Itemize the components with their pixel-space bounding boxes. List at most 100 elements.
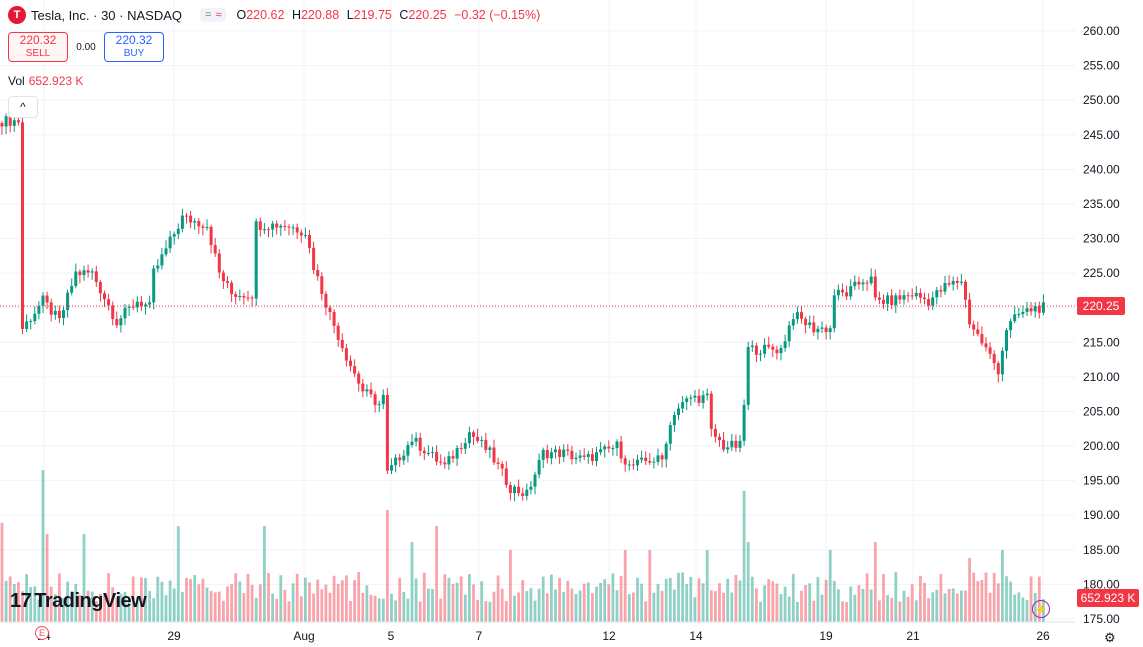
lightning-icon[interactable]: ⚡	[1032, 600, 1050, 618]
volume-bar	[943, 593, 947, 622]
candle-body	[66, 292, 70, 311]
price-tick-label: 235.00	[1083, 197, 1120, 211]
candle-body	[636, 459, 639, 466]
volume-bar	[283, 589, 287, 622]
price-tick-label: 185.00	[1083, 543, 1120, 557]
collapse-legend-button[interactable]: ^	[8, 96, 38, 118]
price-tick-label: 210.00	[1083, 370, 1120, 384]
candle-body	[800, 312, 803, 319]
volume-bar	[33, 586, 37, 622]
volume-bar	[681, 572, 684, 622]
candle-body	[426, 453, 430, 455]
volume-bar	[619, 576, 623, 622]
buy-button[interactable]: 220.32 BUY	[104, 32, 164, 62]
candle-body	[508, 485, 512, 494]
candle-body	[201, 226, 205, 228]
volume-bar	[722, 592, 725, 622]
candle-body	[78, 271, 82, 276]
candle-body	[1009, 321, 1013, 331]
volume-bar	[103, 594, 106, 622]
volume-bar	[816, 576, 820, 622]
volume-bar	[213, 592, 217, 622]
volume-bar	[828, 550, 832, 622]
volume-bar	[308, 582, 311, 622]
candle-body	[25, 321, 29, 329]
volume-bar	[336, 584, 340, 622]
volume-bar	[607, 584, 611, 622]
volume-bar	[578, 590, 582, 622]
candle-body	[29, 321, 33, 323]
candle-body	[451, 456, 455, 459]
candle-body	[619, 441, 623, 459]
candle-body	[910, 295, 914, 297]
candle-body	[832, 295, 836, 329]
volume-bar	[1025, 599, 1029, 622]
candle-body	[410, 441, 414, 446]
volume-bar	[361, 592, 365, 622]
candle-body	[148, 302, 152, 305]
volume-bar	[455, 582, 459, 622]
candle-body	[90, 271, 94, 273]
volume-bar	[853, 594, 857, 622]
sell-button[interactable]: 220.32 SELL	[8, 32, 68, 62]
candle-body	[414, 437, 418, 442]
volume-bar	[312, 593, 315, 622]
candle-body	[595, 452, 598, 462]
candle-body	[697, 395, 701, 403]
candle-body	[168, 236, 172, 249]
volume-bar	[738, 580, 742, 622]
price-axis[interactable]: 260.00 255.00 250.00 245.00 240.00 235.00 230.…	[1075, 0, 1143, 647]
price-tick-label: 175.00	[1083, 612, 1120, 626]
volume-bar	[570, 588, 574, 622]
tradingview-logo[interactable]: 17 TradingView	[10, 590, 147, 613]
volume-bar	[939, 573, 943, 622]
candle-body	[894, 295, 898, 306]
candle-body	[582, 455, 586, 457]
candle-body	[332, 312, 336, 326]
volume-bar	[697, 578, 701, 622]
candle-body	[668, 425, 672, 444]
candle-body	[74, 271, 78, 286]
volume-bar	[135, 596, 139, 622]
settings-gear-icon[interactable]: ⚙	[1104, 630, 1116, 645]
volume-label: Vol	[8, 74, 25, 88]
volume-bar	[898, 601, 902, 622]
candle-body	[500, 463, 504, 469]
volume-bar	[595, 586, 598, 622]
compare-pill[interactable]: = ≈	[200, 8, 227, 22]
volume-bar	[156, 576, 160, 622]
candle-body	[353, 366, 357, 374]
time-axis[interactable]: 2429Aug571214192126	[0, 621, 1075, 643]
volume-bar	[709, 590, 713, 622]
earnings-marker-icon[interactable]: E	[35, 626, 49, 640]
volume-bar	[685, 584, 689, 622]
volume-bar	[726, 578, 730, 622]
volume-bar	[869, 589, 873, 622]
candle-body	[644, 457, 648, 462]
volume-bar	[25, 574, 28, 622]
candle-body	[390, 465, 393, 471]
candle-body	[824, 327, 828, 333]
candle-body	[984, 343, 988, 348]
volume-bar	[849, 586, 853, 622]
candle-body	[271, 223, 275, 230]
price-tick-label: 250.00	[1083, 93, 1120, 107]
candle-body	[1000, 350, 1004, 375]
volume-bar	[812, 600, 816, 622]
volume-bar	[246, 573, 250, 622]
volume-bar	[115, 597, 119, 622]
candle-body	[607, 446, 611, 449]
volume-bar	[886, 595, 889, 622]
candle-body	[4, 116, 8, 127]
symbol-title[interactable]: Tesla, Inc. · 30 · NASDAQ	[31, 7, 182, 23]
tradingview-wordmark: TradingView	[34, 590, 147, 612]
volume-bar	[127, 599, 131, 622]
volume-bar	[299, 596, 303, 622]
volume-bar	[472, 584, 475, 622]
volume-bar	[947, 588, 951, 622]
candle-body	[1021, 311, 1025, 315]
time-tick-label: 5	[388, 629, 395, 643]
price-tick-label: 260.00	[1083, 24, 1120, 38]
volume-bar	[17, 582, 20, 622]
